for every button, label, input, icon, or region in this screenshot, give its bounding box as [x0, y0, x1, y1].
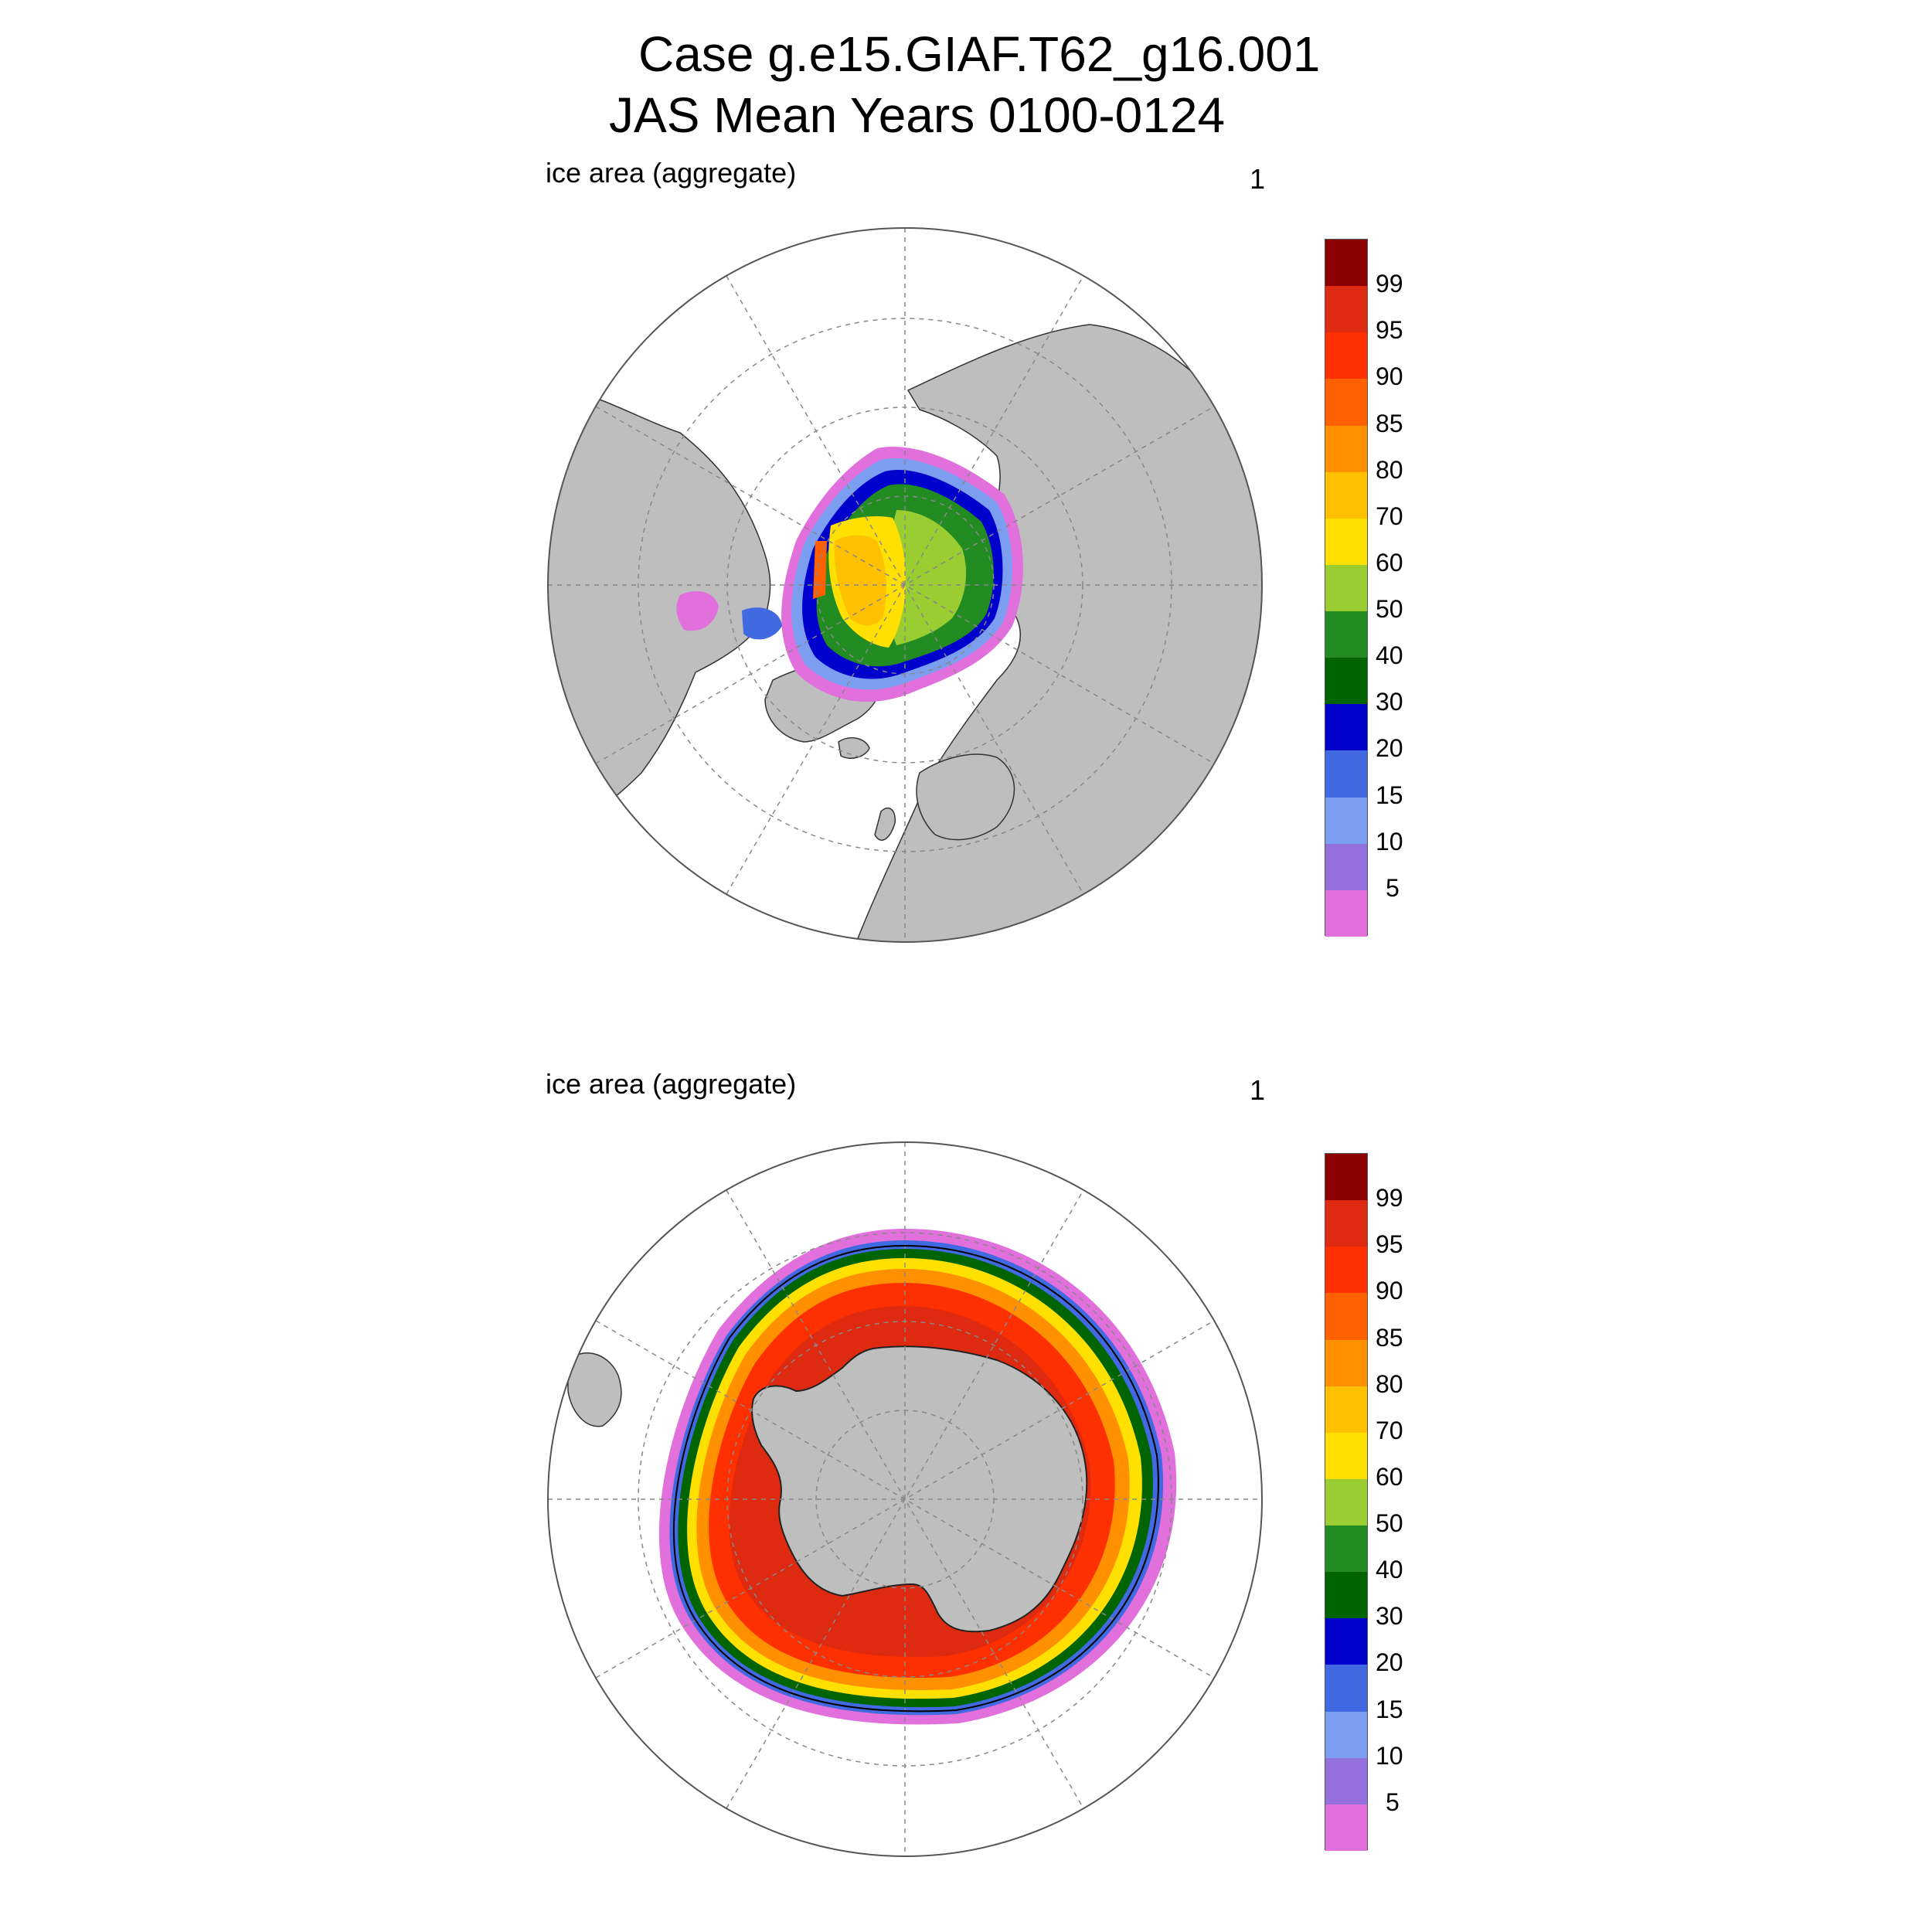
colorbar-tick-label: 30 [1376, 688, 1403, 716]
colorbar-swatch [1325, 379, 1367, 426]
south-graticule [548, 1142, 1262, 1856]
colorbar-tick-label: 90 [1376, 1277, 1403, 1305]
colorbar-swatch [1325, 1339, 1367, 1386]
colorbar-tick-label: 85 [1376, 1323, 1403, 1352]
colorbar-tick-label: 60 [1376, 1462, 1403, 1491]
colorbar-tick-label: 95 [1376, 1230, 1403, 1259]
colorbar-swatch [1325, 797, 1367, 844]
colorbar-tick-label: 85 [1376, 409, 1403, 437]
title-line-2: JAS Mean Years 0100-0124 [609, 87, 1226, 143]
south-ice-edge-contour [673, 1244, 1159, 1713]
colorbar-swatch [1325, 471, 1367, 519]
colorbar-tick-label: 5 [1386, 873, 1400, 902]
colorbar-tick-label: 80 [1376, 1369, 1403, 1398]
colorbar-tick-label: 95 [1376, 316, 1403, 345]
colorbar-swatch [1325, 1247, 1367, 1294]
colorbar-tick-label: 99 [1376, 1184, 1403, 1213]
colorbar-swatch [1325, 1200, 1367, 1247]
colorbar-swatch [1325, 1432, 1367, 1479]
colorbar-swatch [1325, 1572, 1367, 1619]
colorbar-swatch [1325, 1757, 1367, 1804]
colorbar-tick-label: 40 [1376, 1556, 1403, 1584]
north-land [548, 324, 1262, 942]
colorbar-swatch [1325, 518, 1367, 565]
baffin-ice [742, 607, 782, 640]
south-map-border [547, 1141, 1263, 1857]
colorbar-swatch [1325, 1154, 1367, 1201]
colorbar-tick-label: 70 [1376, 502, 1403, 530]
colorbar-swatch [1325, 658, 1367, 705]
colorbar-tick-label: 80 [1376, 455, 1403, 484]
colorbar-swatch [1325, 1804, 1367, 1851]
north-colorbar [1325, 239, 1368, 937]
colorbar-swatch [1325, 889, 1367, 937]
colorbar-swatch [1325, 1478, 1367, 1526]
colorbar-swatch [1325, 1618, 1367, 1665]
colorbar-swatch [1325, 611, 1367, 658]
colorbar-tick-label: 15 [1376, 781, 1403, 809]
colorbar-swatch [1325, 240, 1367, 287]
colorbar-tick-label: 10 [1376, 1741, 1403, 1770]
title-line-1: Case g.e15.GIAF.T62_g16.001 [638, 26, 1321, 82]
colorbar-swatch [1325, 286, 1367, 333]
antarctica [751, 1345, 1088, 1633]
colorbar-swatch [1325, 1665, 1367, 1712]
south-panel-units-label: 1 [1250, 1074, 1266, 1106]
colorbar-swatch [1325, 704, 1367, 751]
colorbar-tick-label: 70 [1376, 1416, 1403, 1444]
south-panel-variable-label: ice area (aggregate) [546, 1068, 797, 1100]
colorbar-swatch [1325, 843, 1367, 890]
north-polar-map [547, 227, 1263, 943]
colorbar-tick-label: 90 [1376, 362, 1403, 391]
colorbar-tick-label: 50 [1376, 1509, 1403, 1538]
colorbar-tick-label: 60 [1376, 548, 1403, 577]
south-colorbar [1325, 1153, 1368, 1851]
colorbar-tick-label: 5 [1386, 1787, 1400, 1816]
colorbar-tick-label: 10 [1376, 827, 1403, 855]
colorbar-tick-label: 30 [1376, 1602, 1403, 1631]
south-america-tip [567, 1352, 622, 1427]
colorbar-swatch [1325, 332, 1367, 379]
colorbar-tick-label: 40 [1376, 641, 1403, 670]
colorbar-swatch [1325, 1386, 1367, 1433]
north-panel-variable-label: ice area (aggregate) [546, 157, 797, 189]
colorbar-swatch [1325, 1526, 1367, 1573]
colorbar-tick-label: 99 [1376, 270, 1403, 298]
north-graticule [548, 228, 1262, 942]
colorbar-swatch [1325, 564, 1367, 611]
colorbar-swatch [1325, 1293, 1367, 1340]
north-panel-units-label: 1 [1250, 163, 1266, 195]
colorbar-tick-label: 50 [1376, 595, 1403, 624]
colorbar-swatch [1325, 1711, 1367, 1758]
hudson-bay-ice [676, 591, 719, 631]
colorbar-swatch [1325, 425, 1367, 472]
colorbar-tick-label: 20 [1376, 1648, 1403, 1677]
north-map-border [547, 227, 1263, 943]
colorbar-tick-label: 20 [1376, 734, 1403, 763]
south-polar-map [547, 1141, 1263, 1857]
colorbar-tick-label: 15 [1376, 1695, 1403, 1723]
colorbar-swatch [1325, 750, 1367, 798]
